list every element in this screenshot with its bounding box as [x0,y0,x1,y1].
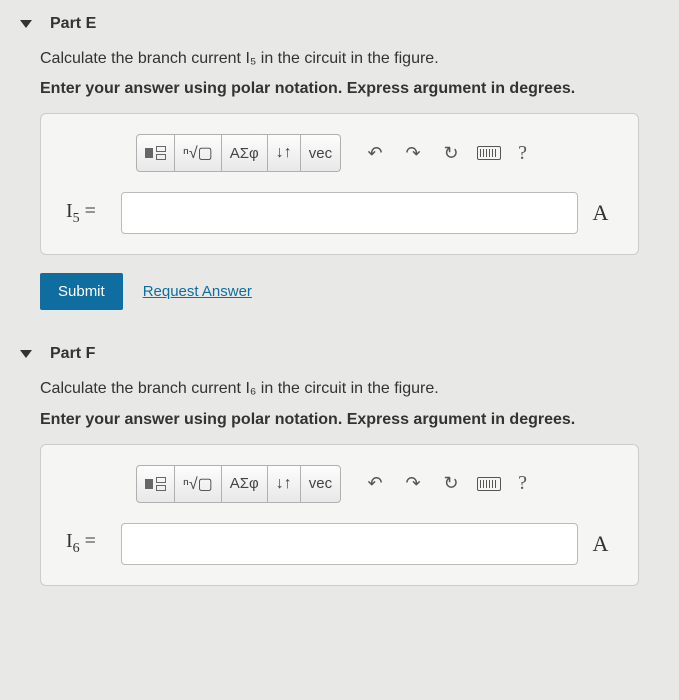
caret-down-icon [20,350,32,358]
toolbar: ⁿ√▢ ΑΣφ ↓↑ vec ↶ ↷ ↻ ? [136,465,613,503]
part-f-header[interactable]: Part F [0,340,679,378]
submit-row: Submit Request Answer [0,273,679,340]
part-e-question: Calculate the branch current I₅ in the c… [0,48,679,80]
template-button[interactable] [136,465,175,503]
answer-input-i6[interactable] [121,523,578,565]
undo-button[interactable]: ↶ [356,134,394,172]
submit-button[interactable]: Submit [40,273,123,310]
part-e-header[interactable]: Part E [0,10,679,48]
redo-button[interactable]: ↷ [394,134,432,172]
updown-icon: ↓↑ [276,144,292,162]
reset-icon: ↻ [444,473,459,494]
template-icon [145,477,166,491]
reset-button[interactable]: ↻ [432,465,470,503]
answer-label: I5 = [66,200,111,227]
sqrt-icon: ⁿ√▢ [183,143,213,163]
answer-label: I6 = [66,530,111,557]
help-button[interactable]: ? [518,142,527,165]
redo-icon: ↷ [406,473,421,494]
answer-row: I5 = A [66,192,613,234]
caret-down-icon [20,20,32,28]
undo-button[interactable]: ↶ [356,465,394,503]
request-answer-link[interactable]: Request Answer [143,283,252,300]
part-f-question: Calculate the branch current I₆ in the c… [0,378,679,410]
part-f-answer-box: ⁿ√▢ ΑΣφ ↓↑ vec ↶ ↷ ↻ ? I6 = A [40,444,639,586]
part-e-instruction: Enter your answer using polar notation. … [0,80,679,113]
sqrt-button[interactable]: ⁿ√▢ [175,465,222,503]
toolbar: ⁿ√▢ ΑΣφ ↓↑ vec ↶ ↷ ↻ ? [136,134,613,172]
vec-button[interactable]: vec [301,465,341,503]
template-button[interactable] [136,134,175,172]
redo-button[interactable]: ↷ [394,465,432,503]
updown-button[interactable]: ↓↑ [268,134,301,172]
part-e-title: Part E [50,15,96,33]
help-button[interactable]: ? [518,472,527,495]
unit-label: A [588,531,613,557]
answer-input-i5[interactable] [121,192,578,234]
greek-button[interactable]: ΑΣφ [222,465,268,503]
part-f-instruction: Enter your answer using polar notation. … [0,411,679,444]
part-e-answer-box: ⁿ√▢ ΑΣφ ↓↑ vec ↶ ↷ ↻ ? I5 = A [40,113,639,255]
undo-icon: ↶ [368,143,383,164]
keyboard-button[interactable] [470,465,508,503]
greek-button[interactable]: ΑΣφ [222,134,268,172]
template-icon [145,146,166,160]
updown-icon: ↓↑ [276,475,292,493]
updown-button[interactable]: ↓↑ [268,465,301,503]
reset-icon: ↻ [444,143,459,164]
sqrt-icon: ⁿ√▢ [183,474,213,494]
unit-label: A [588,200,613,226]
keyboard-button[interactable] [470,134,508,172]
reset-button[interactable]: ↻ [432,134,470,172]
undo-icon: ↶ [368,473,383,494]
keyboard-icon [477,477,501,491]
part-f-title: Part F [50,345,95,363]
vec-button[interactable]: vec [301,134,341,172]
answer-row: I6 = A [66,523,613,565]
keyboard-icon [477,146,501,160]
sqrt-button[interactable]: ⁿ√▢ [175,134,222,172]
redo-icon: ↷ [406,143,421,164]
